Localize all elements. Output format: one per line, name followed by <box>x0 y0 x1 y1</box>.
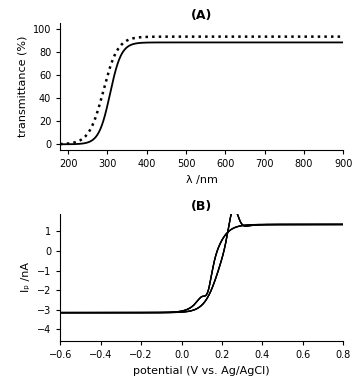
Title: (B): (B) <box>191 200 212 213</box>
Title: (A): (A) <box>191 9 212 22</box>
X-axis label: λ /nm: λ /nm <box>186 175 218 185</box>
X-axis label: potential (V vs. Ag/AgCl): potential (V vs. Ag/AgCl) <box>133 366 270 376</box>
Y-axis label: transmittance (%): transmittance (%) <box>17 36 27 137</box>
Y-axis label: Iₚ /nA: Iₚ /nA <box>21 262 31 293</box>
